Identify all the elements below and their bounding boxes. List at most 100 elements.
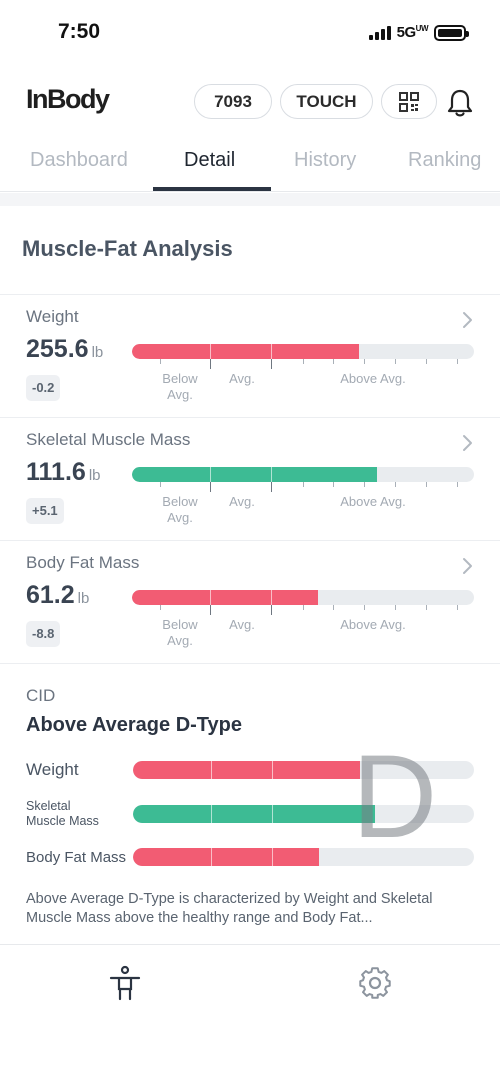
cid-bar-muscle	[133, 805, 474, 823]
network-label: 5GUW	[396, 24, 429, 41]
active-tab-indicator	[153, 187, 271, 191]
metric-bar-fill	[132, 344, 360, 359]
cid-label: CID	[26, 686, 56, 705]
metric-label: Weight	[26, 307, 79, 326]
scale-label-above: Above Avg.	[340, 371, 406, 386]
metric-bar	[132, 467, 474, 482]
chevron-right-icon[interactable]	[462, 434, 474, 452]
scale-tick	[426, 359, 427, 364]
status-bar: 7:50 5GUW	[0, 0, 500, 66]
qr-code-icon	[399, 91, 419, 112]
scale-tick	[364, 605, 365, 610]
metric-bar-fill	[132, 467, 377, 482]
scale-tick	[395, 605, 396, 610]
battery-icon	[434, 24, 469, 41]
inbody-logo: InBody	[26, 84, 110, 114]
cid-bar-weight	[133, 761, 474, 779]
scale-label-avg: Avg.	[229, 494, 255, 509]
cid-row-label-fat: Body Fat Mass	[26, 849, 127, 866]
scale-tick	[210, 482, 211, 492]
metric-row[interactable]: Weight 255.6 lb -0.2 Below Avg. Avg. Above Avg…	[0, 295, 500, 417]
scale-tick	[160, 359, 161, 364]
signal-icon	[368, 25, 391, 40]
divider	[0, 663, 500, 664]
scale-tick	[395, 359, 396, 364]
status-indicators: 5GUW	[368, 24, 469, 41]
scale-label-above: Above Avg.	[340, 494, 406, 509]
cid-bar-fat	[133, 848, 474, 866]
scale-tick	[457, 605, 458, 610]
scale-tick	[210, 359, 211, 369]
scale-tick	[333, 359, 334, 364]
tab-detail[interactable]: Detail	[184, 149, 236, 171]
scale-ticks	[132, 605, 474, 615]
member-code-button[interactable]: 7093	[194, 84, 272, 119]
gear-icon[interactable]	[358, 965, 392, 1001]
metric-change-badge: -0.2	[26, 375, 61, 401]
qr-button[interactable]	[381, 84, 437, 119]
cid-description: Above Average D-Type is characterized by…	[26, 891, 433, 926]
cid-type-letter: D	[352, 731, 438, 863]
scale-tick	[333, 605, 334, 610]
scale-tick	[426, 482, 427, 487]
divider	[0, 294, 500, 295]
scale-label-avg: Avg.	[229, 617, 255, 632]
scale-tick	[160, 605, 161, 610]
scale-tick	[457, 482, 458, 487]
scale-label-below: Below Avg.	[162, 617, 198, 648]
divider	[0, 540, 500, 541]
tab-bar: Dashboard Detail History Ranking	[0, 138, 500, 192]
scale-tick	[457, 359, 458, 364]
divider	[0, 417, 500, 418]
scale-tick	[303, 605, 304, 610]
metric-bar	[132, 344, 474, 359]
cid-bar-fill	[133, 848, 319, 866]
body-icon[interactable]	[108, 965, 142, 1001]
scale-tick	[271, 482, 272, 492]
section-separator	[0, 193, 500, 206]
cid-row-label-muscle: Skeletal Muscle Mass	[26, 799, 99, 828]
metric-row[interactable]: Body Fat Mass 61.2 lb -8.8 Below Avg. Avg. Abo…	[0, 541, 500, 663]
metric-value: 111.6 lb	[26, 458, 101, 486]
metric-label: Body Fat Mass	[26, 553, 140, 572]
scale-tick	[210, 605, 211, 615]
metric-change-badge: +5.1	[26, 498, 64, 524]
touch-button[interactable]: TOUCH	[280, 84, 373, 119]
cid-bar-fill	[133, 805, 376, 823]
scale-tick	[426, 605, 427, 610]
scale-ticks	[132, 359, 474, 369]
scale-label-above: Above Avg.	[340, 617, 406, 632]
bell-icon[interactable]	[446, 88, 474, 118]
metric-row[interactable]: Skeletal Muscle Mass 111.6 lb +5.1 Below Avg…	[0, 418, 500, 540]
tab-ranking[interactable]: Ranking	[408, 149, 482, 171]
scale-tick	[271, 359, 272, 369]
scale-label-below: Below Avg.	[162, 371, 198, 402]
scale-label-avg: Avg.	[229, 371, 255, 386]
tab-history[interactable]: History	[294, 149, 357, 171]
scale-tick	[271, 605, 272, 615]
section-title: Muscle-Fat Analysis	[22, 236, 233, 261]
scale-ticks	[132, 482, 474, 492]
scale-tick	[364, 482, 365, 487]
metric-label: Skeletal Muscle Mass	[26, 430, 191, 449]
chevron-right-icon[interactable]	[462, 557, 474, 575]
metric-bar	[132, 590, 474, 605]
scale-tick	[160, 482, 161, 487]
tab-dashboard[interactable]: Dashboard	[30, 149, 128, 171]
scale-tick	[303, 482, 304, 487]
cid-bar-fill	[133, 761, 360, 779]
scale-tick	[395, 482, 396, 487]
scale-label-below: Below Avg.	[162, 494, 198, 525]
cid-type: Above Average D-Type	[26, 714, 242, 736]
cid-row-label-weight: Weight	[26, 760, 79, 779]
app-header: InBody 7093 TOUCH	[0, 76, 500, 126]
metric-value: 61.2 lb	[26, 581, 90, 609]
chevron-right-icon[interactable]	[462, 311, 474, 329]
bottom-nav	[0, 944, 500, 1083]
scale-tick	[303, 359, 304, 364]
status-time: 7:50	[58, 20, 101, 43]
scale-tick	[333, 482, 334, 487]
scale-tick	[364, 359, 365, 364]
metric-value: 255.6 lb	[26, 335, 104, 363]
metric-change-badge: -8.8	[26, 621, 61, 647]
